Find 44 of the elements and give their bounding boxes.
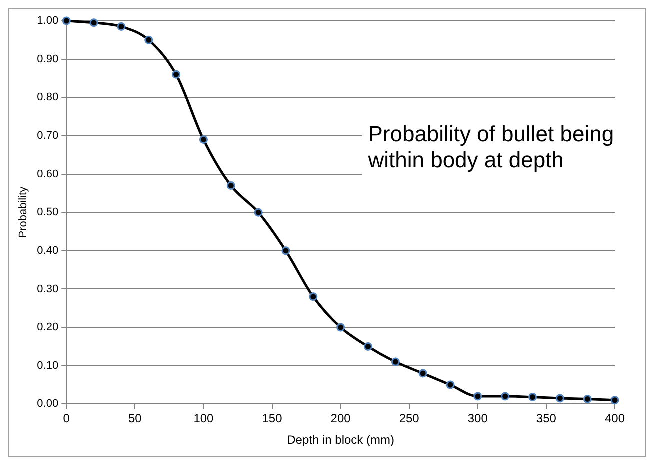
- y-tick-label: 0.70: [37, 130, 59, 142]
- text: Probability of bullet being within body at depth: [367, 122, 614, 173]
- y-tick-label: 0.90: [37, 53, 59, 66]
- y-tick-label: 0.80: [37, 92, 59, 104]
- y-axis-title: Probability: [18, 186, 30, 238]
- point: [474, 392, 482, 401]
- point: [282, 246, 290, 256]
- point: [364, 342, 372, 351]
- x-tick-label: 0: [63, 412, 70, 426]
- x-tick-label: 100: [194, 412, 214, 426]
- x-tick-label: 50: [128, 412, 142, 426]
- point: [391, 358, 400, 366]
- point: [199, 136, 208, 144]
- y-tick-label: 0.30: [37, 283, 59, 296]
- point: [610, 396, 620, 405]
- point: [418, 369, 428, 378]
- y-tick-label: 0.40: [37, 244, 59, 257]
- y-tick-label: 0.10: [37, 360, 59, 372]
- x-tick-label: 250: [399, 412, 420, 426]
- point: [144, 36, 154, 44]
- point: [583, 394, 592, 404]
- point: [90, 18, 98, 28]
- y-tick-label: 1.00: [37, 15, 59, 28]
- y-tick-label: 0.20: [37, 322, 59, 334]
- y-tick-label: 0.00: [37, 398, 59, 410]
- point: [501, 392, 510, 401]
- y-tick-label: 0.50: [37, 206, 59, 219]
- point: [528, 393, 537, 402]
- point: [254, 208, 263, 217]
- point: [446, 380, 455, 390]
- x-tick-label: 200: [330, 412, 352, 426]
- point: [226, 182, 236, 190]
- y-tick-label: 0.60: [37, 168, 59, 180]
- point: [117, 22, 126, 31]
- x-tick-label: 400: [604, 412, 626, 426]
- point: [309, 292, 318, 302]
- point: [336, 323, 346, 332]
- x-axis-title: Depth in block (mm): [287, 433, 394, 448]
- point: [172, 70, 181, 79]
- x-tick-label: 300: [468, 412, 488, 426]
- point: [62, 16, 71, 26]
- point: [556, 394, 564, 403]
- x-tick-label: 350: [536, 412, 557, 426]
- x-tick-label: 150: [262, 412, 283, 426]
